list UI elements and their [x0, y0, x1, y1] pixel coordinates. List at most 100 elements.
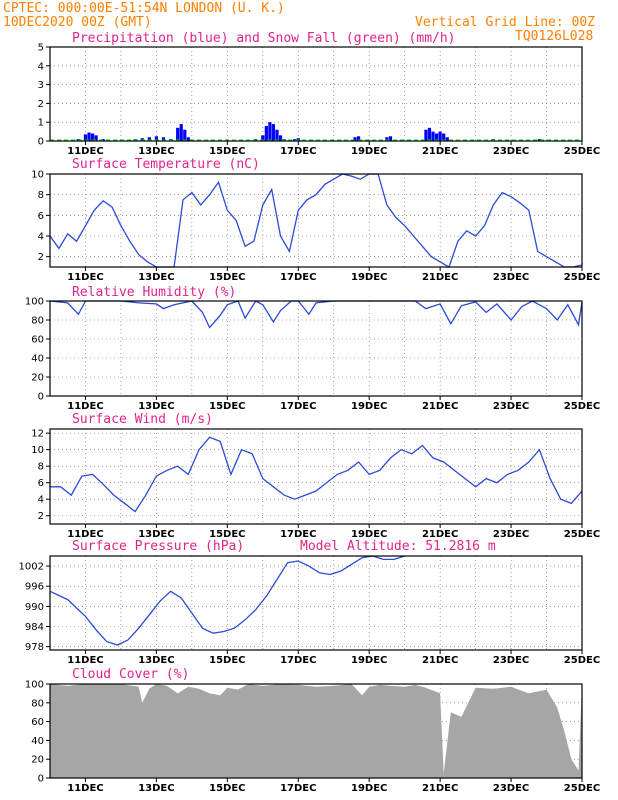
- x-tick-label: 13DEC: [138, 529, 174, 540]
- header-date: 10DEC2020 00Z (GMT): [3, 15, 152, 30]
- header-grid-note: Vertical Grid Line: 00Z: [415, 15, 595, 30]
- precip-bar: [427, 127, 432, 141]
- x-tick-label: 11DEC: [67, 272, 103, 283]
- y-tick-label: 100: [25, 297, 44, 308]
- x-tick-label: 13DEC: [138, 146, 174, 157]
- y-tick-label: 12: [31, 429, 44, 440]
- y-tick-label: 4: [38, 61, 44, 72]
- panel-frame: [49, 683, 583, 779]
- precip-bar: [388, 136, 393, 141]
- panel-frame: [49, 300, 583, 397]
- precip-bar: [434, 133, 439, 141]
- y-tick-label: 0: [38, 392, 44, 403]
- x-tick-label: 21DEC: [422, 783, 458, 794]
- x-tick-label: 17DEC: [280, 272, 316, 283]
- precip-bar: [183, 129, 187, 141]
- x-tick-label: 19DEC: [351, 146, 387, 157]
- panel-frame: [49, 428, 583, 525]
- y-tick-label: 40: [31, 736, 44, 747]
- x-tick-label: 15DEC: [209, 272, 245, 283]
- y-tick-label: 1: [38, 118, 44, 129]
- precip-bar: [161, 137, 166, 141]
- x-tick-label: 23DEC: [493, 655, 529, 666]
- precip-bar: [87, 132, 91, 141]
- precip-bar: [179, 124, 183, 141]
- precip-bar: [264, 125, 268, 141]
- y-tick-label: 60: [31, 335, 44, 346]
- panel-2: Surface Temperature (nC) 2 4 6 8 10 11DEC 13DEC…: [31, 157, 600, 283]
- precip-bar: [268, 122, 272, 141]
- panel-5: Surface Pressure (hPa) Model Altitude: 51…: [19, 539, 601, 666]
- precip-bar: [293, 139, 297, 141]
- header-code: TQ0126L028: [515, 29, 593, 44]
- x-tick-label: 23DEC: [493, 272, 529, 283]
- x-tick-label: 25DEC: [564, 783, 600, 794]
- x-tick-label: 21DEC: [422, 401, 458, 412]
- precip-bar: [442, 133, 446, 141]
- x-tick-label: 23DEC: [493, 529, 529, 540]
- y-tick-label: 2: [38, 99, 44, 110]
- panels: Precipitation (blue) and Snow Fall (gree…: [19, 31, 601, 794]
- y-tick-label: 6: [38, 478, 44, 489]
- precip-bar: [176, 127, 180, 141]
- x-tick-label: 21DEC: [422, 655, 458, 666]
- y-tick-label: 10: [31, 445, 44, 456]
- y-tick-label: 4: [38, 232, 44, 243]
- precip-bar: [445, 137, 449, 141]
- panel-frame: [49, 555, 583, 651]
- panel-4: Surface Wind (m/s) 2 4 6 8 10 12 11DEC 13DEC 15DE…: [31, 412, 600, 540]
- y-tick-label: 2: [38, 511, 44, 522]
- precip-bar: [431, 131, 435, 141]
- x-tick-label: 25DEC: [564, 529, 600, 540]
- y-tick-label: 20: [31, 373, 44, 384]
- x-tick-label: 21DEC: [422, 529, 458, 540]
- x-tick-label: 17DEC: [280, 783, 316, 794]
- panel-frame: [49, 46, 583, 142]
- precip-bar: [438, 131, 442, 141]
- x-tick-label: 25DEC: [564, 655, 600, 666]
- y-tick-label: 8: [38, 462, 44, 473]
- precip-bar: [353, 137, 357, 141]
- y-tick-label: 6: [38, 211, 44, 222]
- y-tick-label: 40: [31, 354, 44, 365]
- x-tick-label: 13DEC: [138, 655, 174, 666]
- x-tick-label: 11DEC: [67, 655, 103, 666]
- x-tick-label: 15DEC: [209, 401, 245, 412]
- y-tick-label: 8: [38, 190, 44, 201]
- series-line: [50, 436, 583, 513]
- panel-title: Precipitation (blue) and Snow Fall (gree…: [72, 31, 456, 46]
- y-tick-label: 978: [25, 642, 44, 653]
- x-tick-label: 11DEC: [67, 529, 103, 540]
- y-tick-label: 100: [25, 680, 44, 691]
- panel-title: Surface Temperature (nC): [72, 157, 260, 172]
- y-tick-label: 80: [31, 698, 44, 709]
- precip-bar: [147, 137, 151, 141]
- x-tick-label: 11DEC: [67, 783, 103, 794]
- panel-6: Cloud Cover (%) 0 20 40 60 80 100 11DEC 13DEC 15D…: [25, 667, 600, 794]
- series-line: [49, 555, 405, 646]
- x-tick-label: 19DEC: [351, 783, 387, 794]
- x-tick-label: 19DEC: [351, 272, 387, 283]
- precip-bar: [271, 124, 276, 141]
- y-tick-label: 996: [25, 582, 44, 593]
- precip-bar: [424, 129, 428, 141]
- panel-1: Precipitation (blue) and Snow Fall (gree…: [38, 31, 601, 157]
- y-tick-label: 990: [25, 602, 44, 613]
- precip-bar: [94, 135, 98, 141]
- precip-bar: [275, 129, 279, 141]
- x-tick-label: 15DEC: [209, 783, 245, 794]
- precip-bar: [83, 134, 88, 141]
- x-tick-label: 15DEC: [209, 529, 245, 540]
- panel-frame: [49, 173, 583, 268]
- x-tick-label: 21DEC: [422, 146, 458, 157]
- x-tick-label: 25DEC: [564, 146, 600, 157]
- y-tick-label: 80: [31, 316, 44, 327]
- x-tick-label: 17DEC: [280, 401, 316, 412]
- x-tick-label: 13DEC: [138, 272, 174, 283]
- panel-title: Relative Humidity (%): [72, 285, 236, 300]
- y-tick-label: 984: [25, 622, 44, 633]
- x-tick-label: 13DEC: [138, 401, 174, 412]
- x-tick-label: 19DEC: [351, 529, 387, 540]
- precip-bar: [90, 133, 95, 141]
